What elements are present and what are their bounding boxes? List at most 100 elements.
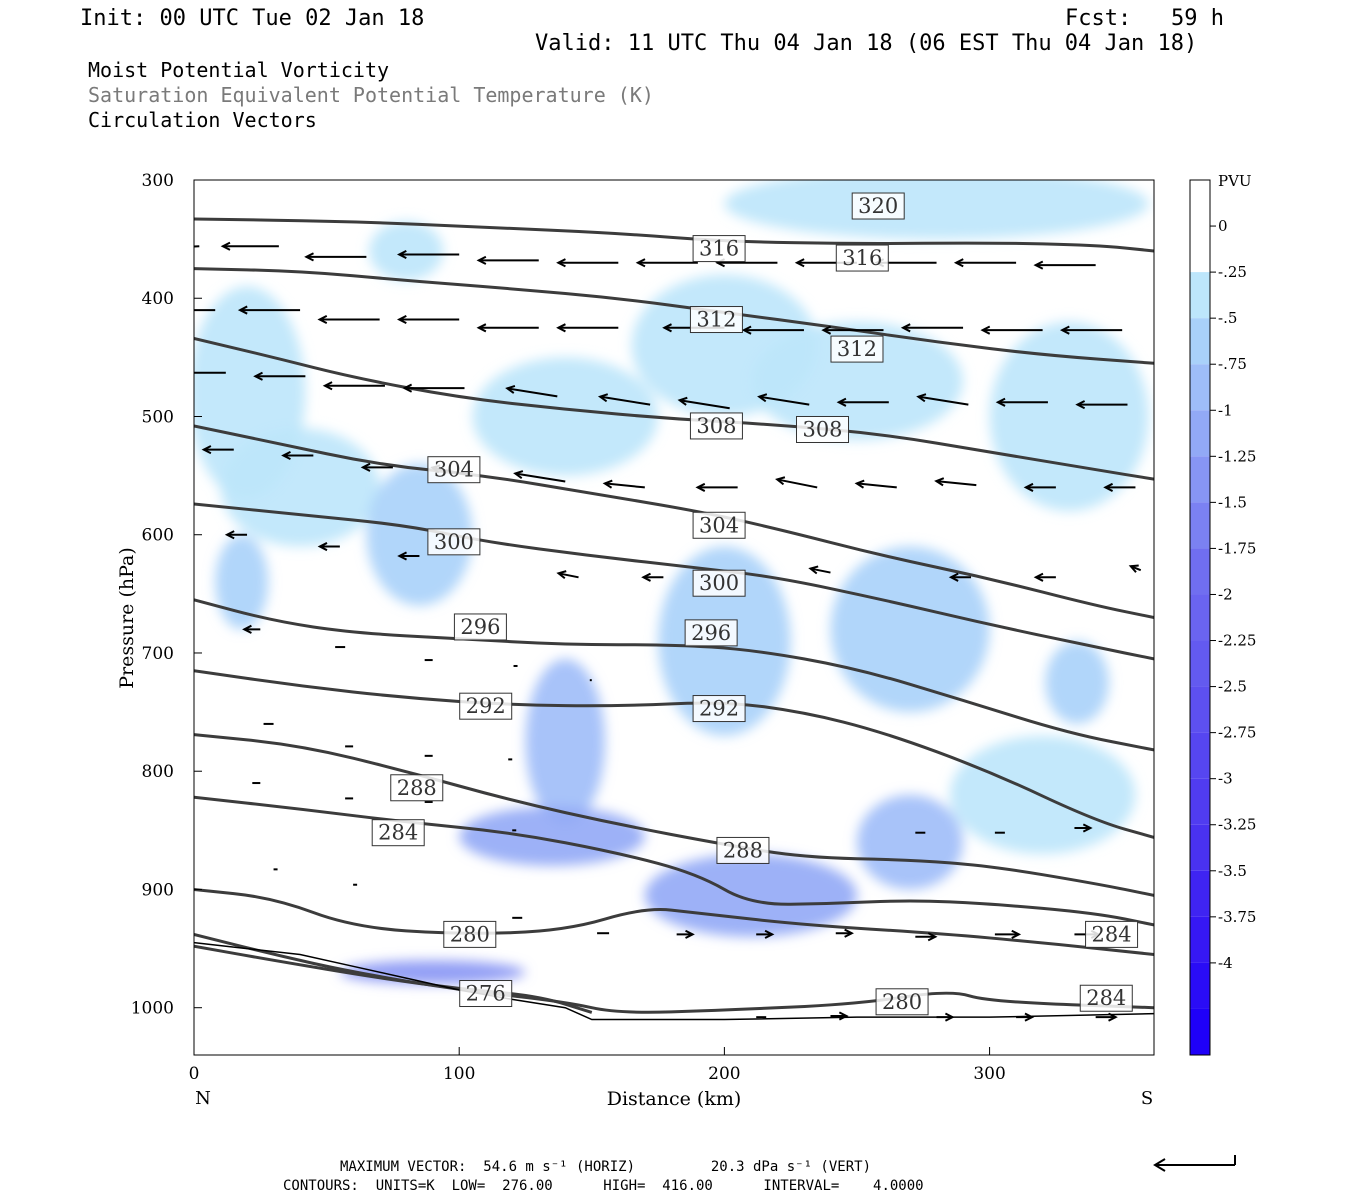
contour-label-10: 300 [692,569,746,597]
vector-13 [237,305,301,315]
contour-label-11: 296 [453,613,507,641]
vector-53 [808,565,831,575]
valid-time: Valid: 11 UTC Thu 04 Jan 18 (06 EST Thu … [535,31,1198,56]
y-tick-900: 900 [142,880,174,900]
vector-15 [396,315,460,325]
vector-23 [1059,325,1123,335]
colorbar-level-2: -.5 [1218,309,1237,327]
y-tick-800: 800 [142,762,174,782]
pv-shading [194,32,1149,985]
pv-region-3 [433,32,539,138]
vector-30 [677,396,730,410]
contour-label-17: 284 [371,819,425,847]
contour-292 [194,733,1154,897]
colorbar-level-12: -3 [1218,770,1233,788]
vector-43 [775,476,818,489]
vector-14 [317,315,380,325]
y-tick-300: 300 [142,171,174,191]
vector-35 [1075,400,1128,410]
colorbar-level-6: -1.5 [1218,493,1247,511]
colorbar-level-15: -3.75 [1218,908,1256,926]
contour-label-18: 284 [1085,920,1139,948]
colorbar-level-16: -4 [1218,954,1233,972]
y-tick-700: 700 [142,644,174,664]
pv-region-18 [724,180,1149,240]
vector-41 [602,479,645,489]
pv-region-13 [856,794,964,890]
pv-region-2 [215,534,269,630]
x-tick-200: 200 [708,1064,740,1084]
svg-text:296: 296 [460,615,500,639]
pv-region-8 [459,806,645,866]
contour-316 [194,267,1154,365]
max-vector-note: MAXIMUM VECTOR: 54.6 m s⁻¹ (HORIZ) 20.3 … [340,1159,872,1175]
colorbar-level-9: -2.25 [1218,632,1256,650]
field-title-vectors: Circulation Vectors [88,108,317,132]
colorbar-swatch-15 [1190,870,1210,917]
contour-label-3: 312 [689,306,743,334]
pv-region-1 [220,428,380,547]
colorbar-swatch-17 [1190,962,1210,1009]
forecast-hour: Fcst: 59 h [1065,6,1224,31]
pv-region-12 [830,546,990,713]
vector-2 [304,252,367,262]
colorbar-swatch-5 [1190,410,1210,457]
svg-text:300: 300 [434,530,474,554]
svg-text:280: 280 [450,922,490,946]
pv-region-16 [1045,641,1109,724]
contour-label-14: 292 [692,695,746,723]
axes: 0 100 200 300 300 400 500 600 700 800 900 1000 [131,171,1006,1084]
colorbar-level-13: -3.25 [1218,816,1256,834]
contour-label-22: 276 [459,980,513,1008]
contour-label-19: 284 [1079,984,1133,1012]
vector-0 [194,245,200,248]
vector-6 [635,258,698,268]
svg-text:284: 284 [1086,986,1126,1010]
x-tick-300: 300 [973,1064,1005,1084]
y-axis-title: Pressure (hPa) [116,547,138,689]
colorbar-swatch-14 [1190,824,1210,871]
contour-label-2: 316 [835,244,889,272]
contour-label-7: 304 [427,456,481,484]
y-tick-400: 400 [142,289,174,309]
pv-region-5 [366,463,473,606]
vector-85 [936,1012,955,1022]
vector-80 [915,932,938,942]
colorbar-swatch-11 [1190,686,1210,733]
vector-57 [242,624,261,634]
vector-32 [836,397,889,407]
vector-72 [1074,823,1093,833]
vector-52 [641,572,664,582]
svg-text:276: 276 [466,982,506,1006]
vector-10 [953,258,1017,268]
colorbar-swatch-8 [1190,548,1210,595]
svg-text:280: 280 [882,990,922,1014]
contour-288 [194,795,1154,927]
colorbar-swatch-16 [1190,916,1210,963]
svg-text:304: 304 [434,458,474,482]
colorbar-swatch-1 [1190,226,1210,273]
vector-28 [505,384,558,398]
svg-text:288: 288 [397,776,437,800]
colorbar-level-11: -2.75 [1218,724,1256,742]
colorbar-frame [1189,179,1211,1056]
colorbar-swatch-3 [1190,318,1210,365]
contours-note: CONTOURS: UNITS=K LOW= 276.00 HIGH= 416.… [283,1178,924,1194]
vector-16 [476,323,539,333]
colorbar-level-8: -2 [1218,585,1233,603]
contour-label-21: 280 [875,988,929,1016]
contour-label-0: 320 [851,192,905,220]
contour-label-1: 316 [692,235,746,263]
vector-36 [201,445,234,455]
colorbar-unit: PVU [1218,172,1252,190]
pv-colorbar: PVU 0 -.25 -.5 -.75 -1 -1.25 -1.5 -1.75 -2 -2.25 -2… [1189,172,1256,1056]
vector-86 [1016,1012,1035,1022]
vector-46 [1023,482,1056,492]
svg-text:288: 288 [723,838,763,862]
vector-38 [360,462,393,472]
vector-78 [756,929,775,939]
vector-25 [253,371,306,381]
svg-text:292: 292 [699,697,739,721]
contour-label-6: 308 [796,415,850,443]
vector-24 [194,371,226,374]
